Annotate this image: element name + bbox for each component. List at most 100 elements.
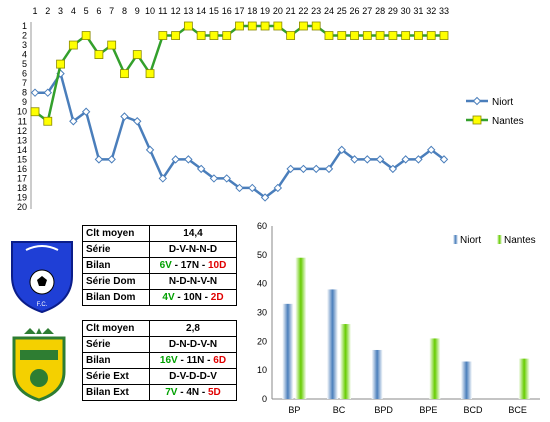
row-value: D-V-N-N-D (149, 241, 237, 258)
losses-value: 2D (210, 292, 224, 303)
data-point-niort (324, 164, 334, 174)
x-tick-label: 8 (122, 6, 127, 16)
y-tick-label: 19 (17, 192, 27, 202)
data-point-niort (248, 183, 257, 193)
legend-label: Niort (492, 97, 513, 108)
data-point-nantes (158, 31, 168, 40)
data-point-nantes (388, 31, 398, 40)
data-point-nantes (68, 40, 78, 50)
data-point-niort (222, 174, 231, 183)
niort-stats-table: Clt moyen 14,4 Série D-V-N-N-D Bilan 6V - 1… (82, 225, 237, 306)
y-tick-label: 15 (17, 154, 27, 164)
x-tick-label: 4 (71, 6, 76, 16)
draws-value: 4N (186, 387, 200, 398)
data-point-nantes (286, 31, 296, 40)
x-tick-label: 32 (426, 6, 436, 16)
x-tick-label: 17 (234, 6, 244, 16)
x-tick-label: 26 (350, 6, 360, 16)
table-row: Série Ext D-V-D-D-V (82, 368, 237, 385)
table-row: Bilan Ext 7V - 4N - 5D (82, 384, 237, 401)
y-tick-label: 6 (22, 69, 27, 79)
data-point-nantes (324, 31, 334, 40)
bar-nantes (295, 257, 307, 399)
y-tick-label: 10 (17, 107, 27, 117)
table-row: Clt moyen 14,4 (82, 225, 237, 242)
wins-value: 16V (159, 355, 178, 366)
data-point-niort (184, 155, 193, 164)
row-label: Série (82, 336, 150, 353)
data-point-nantes (311, 21, 321, 31)
row-label: Série (82, 241, 150, 258)
data-point-niort (260, 193, 270, 202)
x-tick-label: 20 (273, 6, 283, 16)
data-point-nantes (350, 31, 359, 40)
bar-nantes (429, 338, 441, 399)
data-point-nantes (30, 107, 40, 117)
table-row: Série D-V-N-N-D (82, 241, 237, 258)
x-tick-label: 33 (439, 6, 449, 16)
y-tick-label: 20 (257, 336, 267, 346)
x-tick-label: 1 (32, 6, 37, 16)
legend-swatch-niort (453, 235, 458, 244)
draws-value: 10N (183, 292, 202, 303)
x-tick-label: 15 (209, 6, 219, 16)
x-tick-label: 29 (388, 6, 398, 16)
row-label: Bilan (82, 352, 150, 369)
y-tick-label: 7 (22, 78, 27, 88)
y-tick-label: 18 (17, 183, 27, 193)
table-row: Série Dom N-D-N-V-N (82, 273, 237, 290)
row-value: 4V - 10N - 2D (149, 289, 237, 306)
separator: - (177, 387, 187, 398)
data-point-niort (388, 164, 398, 174)
legend-marker-nantes (472, 115, 482, 125)
legend-label: Niort (460, 235, 481, 246)
separator: - (171, 260, 181, 271)
data-point-nantes (235, 21, 244, 31)
draws-value: 17N (180, 260, 200, 271)
row-value: 2,8 (149, 320, 237, 337)
bar-niort (371, 349, 383, 399)
x-tick-label: 22 (298, 6, 308, 16)
bar-nantes (518, 358, 530, 399)
data-point-niort (209, 174, 219, 183)
data-point-nantes (260, 21, 270, 31)
x-tick-label: 11 (158, 6, 167, 16)
row-value: 16V - 11N - 6D (149, 352, 237, 369)
x-tick-label: 27 (362, 6, 372, 16)
y-tick-label: 50 (257, 250, 267, 260)
svg-text:F.C.: F.C. (37, 302, 48, 308)
y-tick-label: 20 (17, 202, 27, 212)
x-tick-label: BC (333, 405, 346, 415)
data-point-niort (311, 164, 321, 174)
data-point-nantes (81, 31, 91, 40)
row-value: 6V - 17N - 10D (149, 257, 237, 274)
table-row: Bilan 6V - 17N - 10D (82, 257, 237, 274)
bar-niort (282, 303, 294, 399)
x-tick-label: 9 (135, 6, 140, 16)
separator: - (201, 292, 211, 303)
legend-swatch-nantes (497, 235, 502, 244)
data-point-nantes (94, 50, 104, 59)
y-tick-label: 9 (22, 97, 27, 107)
data-point-nantes (247, 21, 257, 31)
data-point-niort (107, 155, 116, 164)
wins-value: 4V (162, 292, 175, 303)
data-point-niort (414, 155, 423, 164)
nantes-stats-table: Clt moyen 2,8 Série D-N-D-V-N Bilan 16V - 1… (82, 320, 237, 401)
row-value: 7V - 4N - 5D (149, 384, 237, 401)
data-point-niort (350, 155, 359, 164)
row-value: D-N-D-V-N (149, 336, 237, 353)
y-tick-label: 60 (257, 221, 267, 231)
y-tick-label: 8 (22, 88, 27, 98)
data-point-nantes (132, 50, 142, 59)
y-tick-label: 11 (18, 116, 27, 126)
losses-value: 6D (213, 355, 227, 366)
data-point-niort (81, 107, 91, 116)
data-point-nantes (145, 69, 155, 79)
data-point-niort (94, 155, 104, 164)
data-point-nantes (183, 21, 193, 31)
data-point-nantes (426, 31, 436, 40)
x-tick-label: 18 (247, 6, 257, 16)
data-point-niort (196, 164, 206, 174)
row-value: D-V-D-D-V (149, 368, 237, 385)
